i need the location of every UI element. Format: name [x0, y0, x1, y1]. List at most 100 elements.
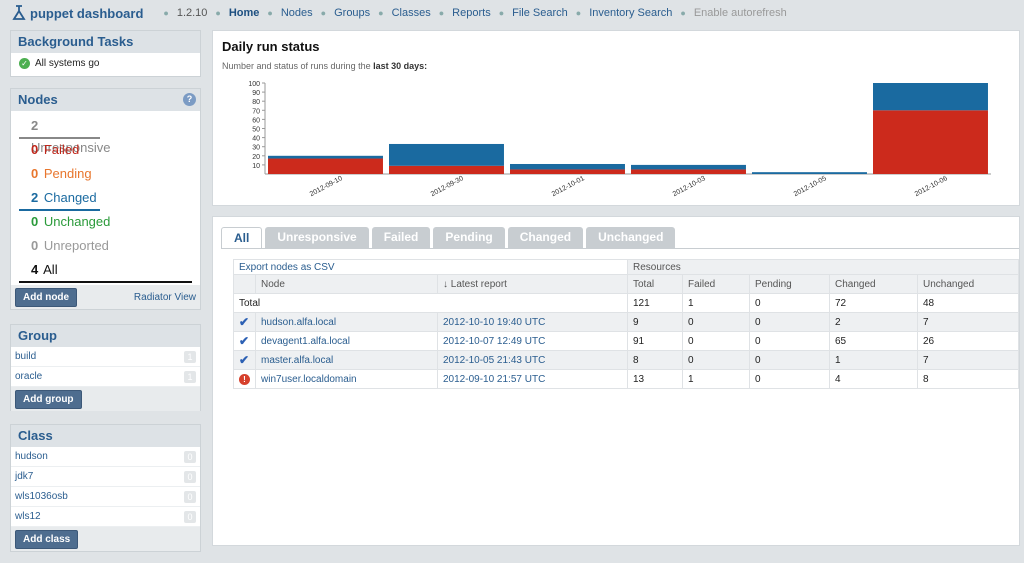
list-item[interactable]: hudson 0 [11, 447, 200, 467]
cell-total: 9 [627, 312, 683, 332]
system-status-text: All systems go [35, 58, 100, 69]
tab-unresponsive[interactable]: Unresponsive [265, 227, 369, 248]
stat-label: Unresponsive [31, 140, 111, 155]
col-total[interactable]: Total [627, 274, 683, 294]
table-row[interactable]: ! win7user.localdomain 2012-09-10 21:57 … [233, 369, 1019, 389]
cell-changed: 4 [829, 369, 918, 389]
group-title: Group [11, 325, 200, 347]
class-name[interactable]: jdk7 [15, 471, 34, 482]
y-tick-label: 10 [252, 163, 260, 170]
bar-segment [752, 172, 867, 174]
tab-changed[interactable]: Changed [507, 227, 584, 248]
col-node[interactable]: Node [255, 274, 438, 294]
stat-all[interactable]: 4 All [19, 259, 192, 283]
col-latest-report[interactable]: ↓ Latest report [437, 274, 628, 294]
cell-failed: 0 [682, 312, 750, 332]
report-link[interactable]: 2012-10-07 12:49 UTC [443, 335, 546, 347]
node-link[interactable]: win7user.localdomain [261, 373, 357, 385]
node-link[interactable]: hudson.alfa.local [261, 316, 337, 328]
report-link[interactable]: 2012-10-05 21:43 UTC [443, 354, 546, 366]
main-nav: ● 1.2.10 ● Home ● Nodes ● Groups ● Class… [163, 7, 787, 19]
report-link[interactable]: 2012-09-10 21:57 UTC [443, 373, 546, 385]
tab-pending[interactable]: Pending [433, 227, 505, 248]
node-link[interactable]: devagent1.alfa.local [261, 335, 350, 347]
daily-run-status-panel: 10 20 30 40 50 60 70 80 90 100 2012-09-10 2012-09-3… [212, 30, 1020, 206]
radiator-view-link[interactable]: Radiator View [133, 291, 196, 303]
enable-autorefresh-link[interactable]: Enable autorefresh [693, 7, 787, 19]
bar-segment [389, 143, 504, 166]
help-icon[interactable]: ? [183, 93, 196, 106]
count-badge: 0 [184, 470, 196, 483]
node-link[interactable]: master.alfa.local [261, 354, 334, 366]
count-badge: 0 [184, 450, 196, 463]
stat-changed[interactable]: 2 Changed [19, 187, 100, 211]
y-tick-label: 80 [252, 99, 260, 106]
cell-total: 91 [627, 331, 683, 351]
class-panel: Class hudson 0 jdk7 0 wls1036osb 0 wls12 0 A… [10, 424, 201, 552]
report-link[interactable]: 2012-10-10 19:40 UTC [443, 316, 546, 328]
class-footer: Add class [11, 527, 200, 551]
add-class-button[interactable]: Add class [15, 529, 79, 549]
list-item[interactable]: jdk7 0 [11, 467, 200, 487]
stat-label: Changed [43, 190, 97, 205]
table-row[interactable]: ✔ master.alfa.local 2012-10-05 21:43 UTC… [233, 350, 1019, 370]
y-tick-label: 90 [252, 90, 260, 97]
group-name[interactable]: oracle [15, 371, 43, 382]
list-item[interactable]: oracle 1 [11, 367, 200, 387]
nav-home[interactable]: Home [228, 7, 260, 19]
nodes-table-panel: All Unresponsive Failed Pending Changed … [212, 216, 1020, 546]
system-status: ✓ All systems go [11, 53, 200, 74]
background-tasks-panel: Background Tasks ✓ All systems go [10, 30, 201, 77]
tab-all[interactable]: All [221, 227, 263, 248]
cell-unchanged: 7 [917, 350, 1019, 370]
table-row[interactable]: ✔ hudson.alfa.local 2012-10-10 19:40 UTC… [233, 312, 1019, 332]
puppet-logo-icon [12, 5, 26, 20]
nodes-footer: Add node Radiator View [11, 285, 200, 309]
export-csv-link[interactable]: Export nodes as CSV [239, 261, 335, 273]
col-changed[interactable]: Changed [829, 274, 918, 294]
nodes-title: Nodes ? [11, 89, 200, 111]
col-failed[interactable]: Failed [682, 274, 750, 294]
stat-unchanged[interactable]: 0 Unchanged [19, 211, 192, 235]
stat-count: 2 [31, 118, 39, 133]
stat-unresponsive[interactable]: 2 Unresponsive [19, 115, 111, 155]
group-name[interactable]: build [15, 351, 37, 362]
tab-failed[interactable]: Failed [371, 227, 431, 248]
nav-inventory-search[interactable]: Inventory Search [589, 7, 673, 19]
nav-groups[interactable]: Groups [334, 7, 371, 19]
table-header: Node ↓ Latest report Total Failed Pendin… [233, 274, 1019, 294]
class-name[interactable]: hudson [15, 451, 48, 462]
version-label: 1.2.10 [176, 7, 208, 19]
list-item[interactable]: wls12 0 [11, 507, 200, 527]
count-badge: 0 [184, 490, 196, 503]
cell-failed: 1 [682, 369, 750, 389]
stat-unreported[interactable]: 0 Unreported [19, 235, 192, 259]
stat-failed[interactable]: 0 Failed [19, 139, 192, 163]
nav-reports[interactable]: Reports [452, 7, 491, 19]
class-name[interactable]: wls12 [15, 511, 41, 522]
stat-label: All [43, 262, 58, 277]
cell-total: 8 [627, 350, 683, 370]
col-pending[interactable]: Pending [749, 274, 830, 294]
y-tick-label: 30 [252, 145, 260, 152]
add-node-button[interactable]: Add node [15, 287, 78, 307]
bar-segment [631, 169, 746, 174]
tab-unchanged[interactable]: Unchanged [586, 227, 676, 248]
table-row[interactable]: ✔ devagent1.alfa.local 2012-10-07 12:49 … [233, 331, 1019, 351]
col-unchanged[interactable]: Unchanged [917, 274, 1019, 294]
stat-pending[interactable]: 0 Pending [19, 163, 192, 187]
bar-segment [268, 158, 383, 174]
count-badge: 0 [184, 510, 196, 523]
nodes-panel: Nodes ? 2 Unresponsive 0 Failed 0 Pendin… [10, 88, 201, 310]
list-item[interactable]: wls1036osb 0 [11, 487, 200, 507]
nav-file-search[interactable]: File Search [512, 7, 568, 19]
logo[interactable]: puppet dashboard [12, 5, 143, 21]
nav-nodes[interactable]: Nodes [280, 7, 313, 19]
check-icon: ✔ [239, 353, 250, 367]
class-name[interactable]: wls1036osb [15, 491, 68, 502]
stat-label: Failed [43, 142, 80, 157]
nav-classes[interactable]: Classes [391, 7, 431, 19]
list-item[interactable]: build 1 [11, 347, 200, 367]
add-group-button[interactable]: Add group [15, 389, 82, 409]
cell-pending: 0 [749, 312, 830, 332]
